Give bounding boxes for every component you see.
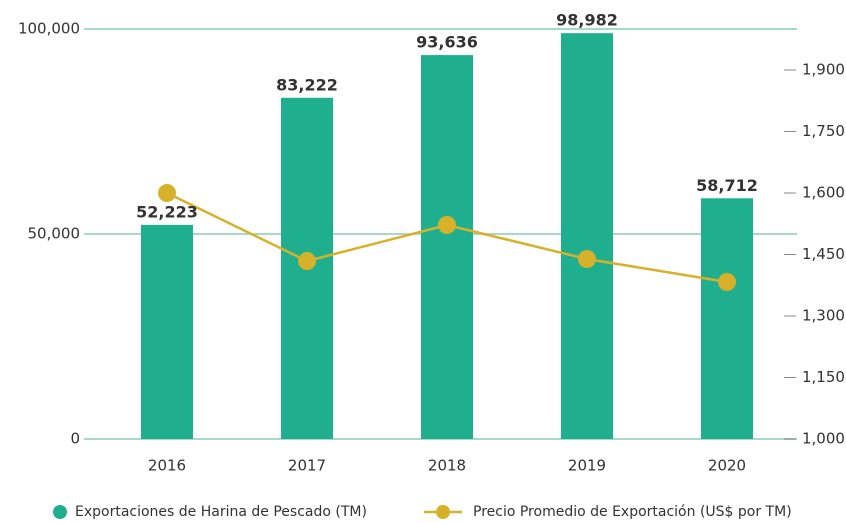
line-point bbox=[438, 215, 456, 234]
x-tick-label: 2017 bbox=[288, 457, 326, 475]
value-label: 52,223 bbox=[136, 202, 198, 221]
y-tick-label: 50,000 bbox=[28, 225, 81, 243]
value-label: 83,222 bbox=[276, 75, 338, 94]
legend-label: Exportaciones de Harina de Pescado (TM) bbox=[75, 504, 367, 520]
line-point bbox=[158, 184, 176, 202]
line-point bbox=[718, 272, 736, 291]
y2-tick-label: 1,600 bbox=[802, 184, 845, 202]
bar bbox=[701, 198, 753, 439]
y-tick-label: 100,000 bbox=[18, 20, 80, 38]
x-tick-label: 2018 bbox=[428, 457, 466, 475]
legend-label: Precio Promedio de Exportación (US$ por … bbox=[473, 504, 792, 520]
x-tick-label: 2016 bbox=[148, 457, 186, 475]
legend-swatch bbox=[436, 505, 450, 519]
legend-swatch bbox=[53, 505, 67, 519]
y2-tick-label: 1,150 bbox=[802, 368, 845, 386]
x-tick-label: 2019 bbox=[568, 457, 606, 475]
bar bbox=[561, 33, 613, 440]
line-point bbox=[298, 252, 316, 271]
value-label: 58,712 bbox=[696, 176, 758, 195]
value-label: 93,636 bbox=[416, 33, 478, 52]
line-point bbox=[578, 250, 596, 269]
y2-tick-label: 1,300 bbox=[802, 307, 845, 325]
y2-tick-label: 1,750 bbox=[802, 122, 845, 140]
y2-tick-label: 1,900 bbox=[802, 61, 845, 79]
y2-tick-label: 1,450 bbox=[802, 245, 845, 263]
y2-tick-label: 1,000 bbox=[802, 430, 845, 448]
x-tick-label: 2020 bbox=[708, 457, 746, 475]
bar bbox=[421, 55, 473, 439]
value-label: 98,982 bbox=[556, 11, 618, 30]
y-tick-label: 0 bbox=[70, 430, 80, 448]
bar bbox=[141, 224, 193, 439]
